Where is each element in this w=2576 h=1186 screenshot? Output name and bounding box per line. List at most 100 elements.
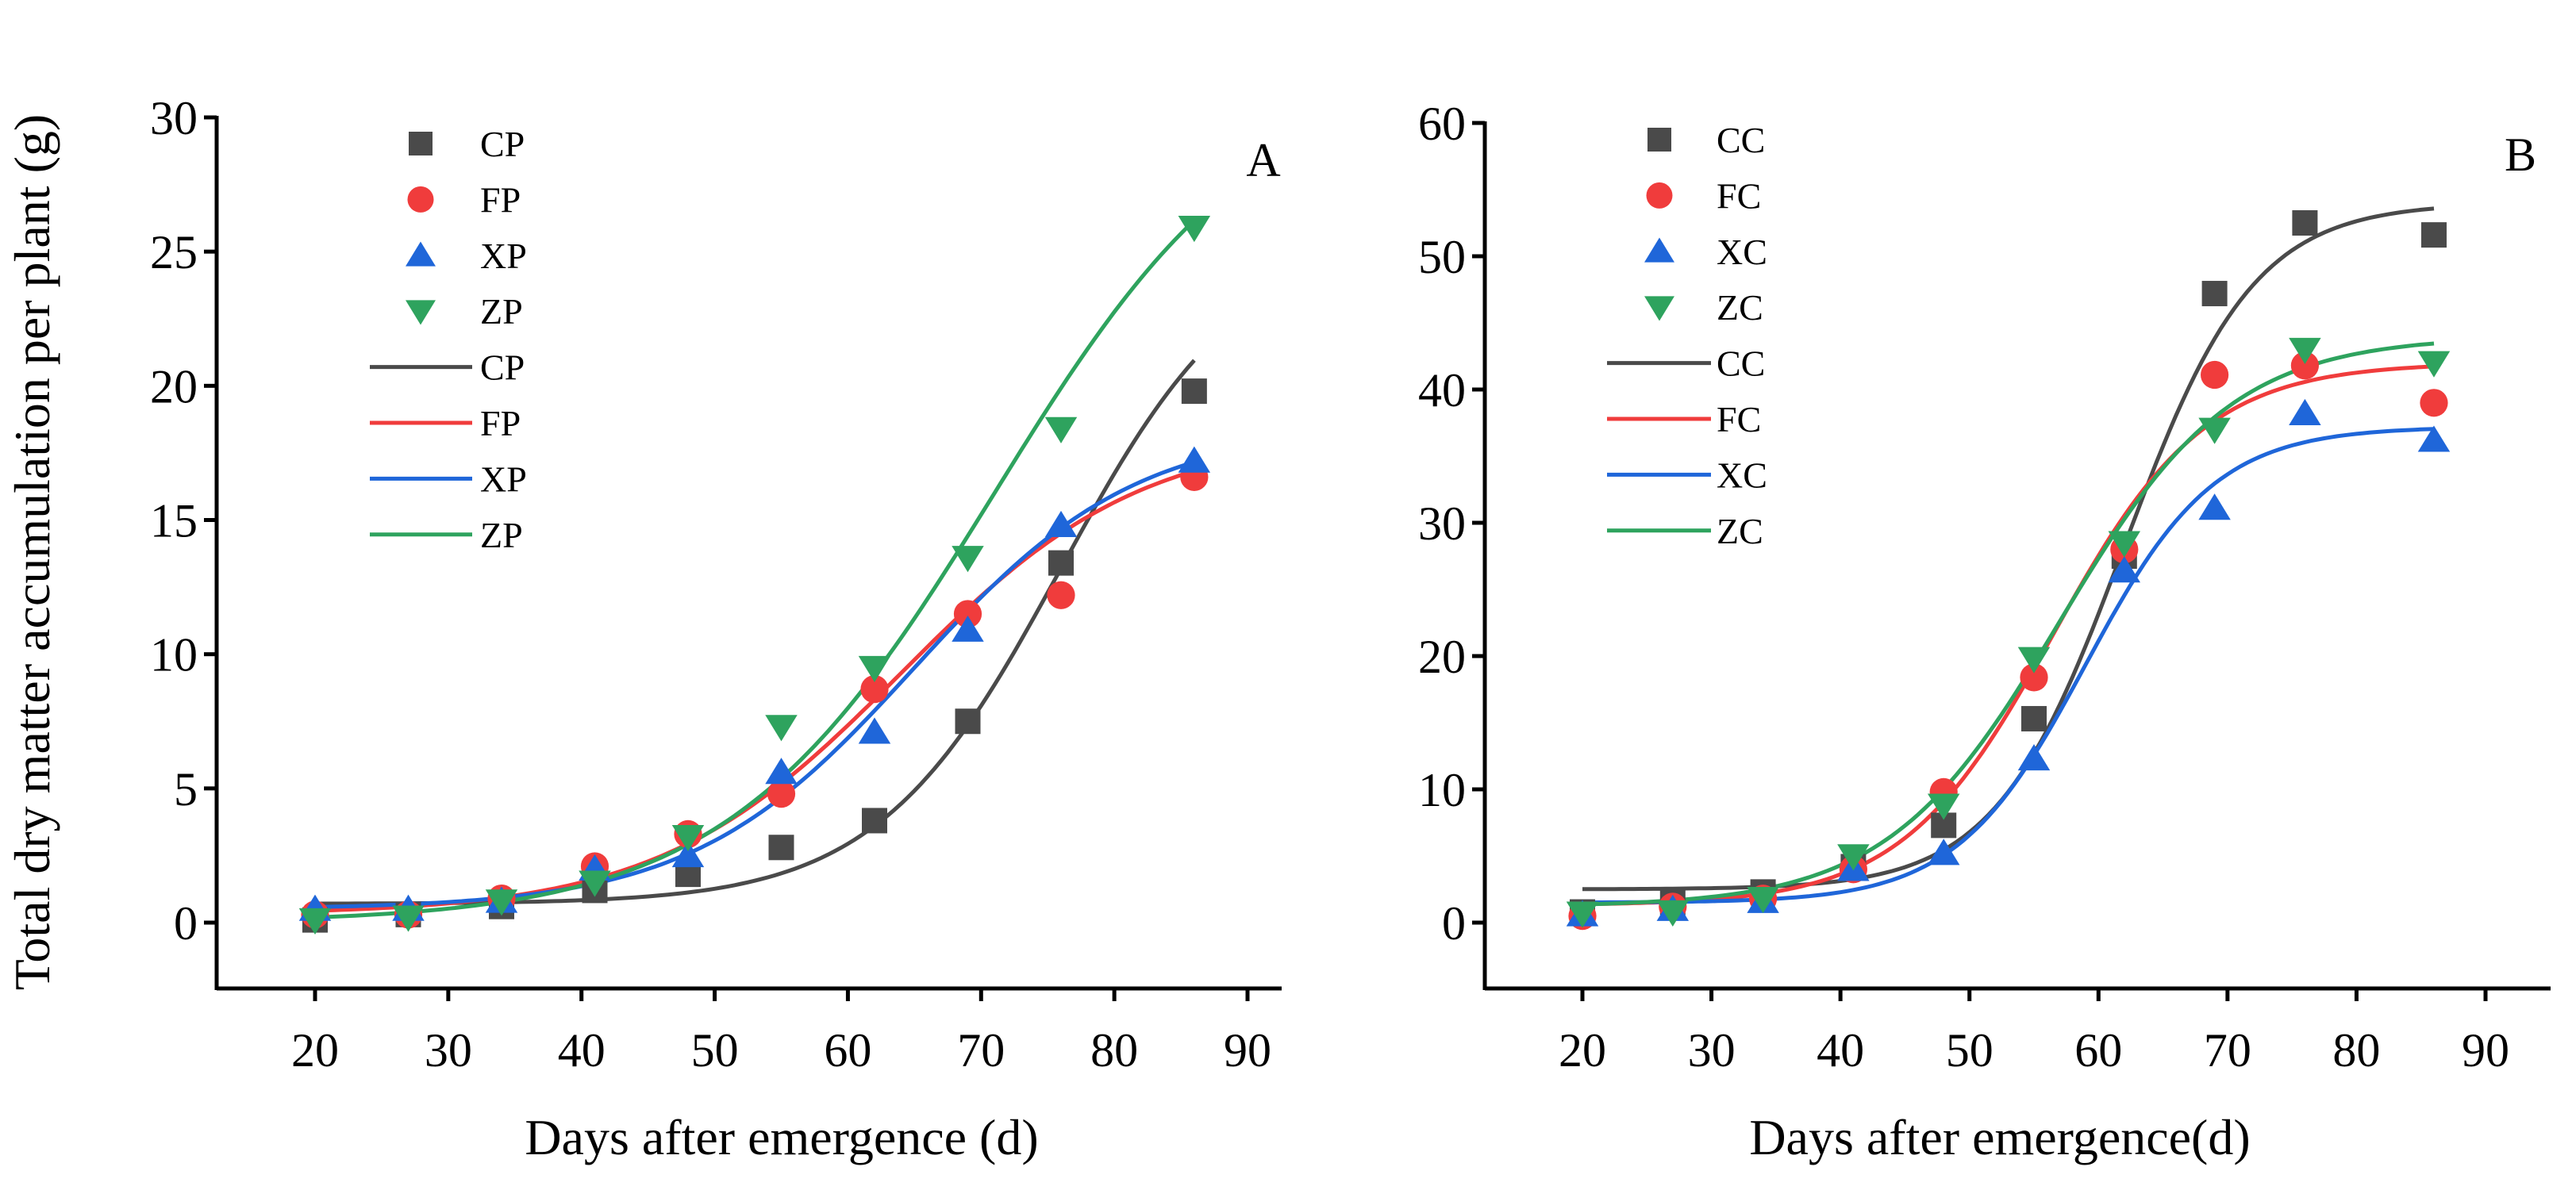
x-tick-label: 80 bbox=[1090, 1024, 1138, 1077]
legend-label: FP bbox=[480, 179, 521, 220]
legend-label: FC bbox=[1717, 399, 1761, 439]
legend-marker-cc bbox=[1647, 128, 1671, 152]
x-tick-label: 50 bbox=[691, 1024, 739, 1077]
x-tick-label: 60 bbox=[824, 1024, 871, 1077]
panel-b: Days after emergence(d) B 20 30 40 50 60 70 80… bbox=[1418, 98, 2551, 1165]
data-point-xc bbox=[2198, 493, 2231, 520]
legend-marker-zc bbox=[1644, 296, 1674, 321]
data-point-xp bbox=[671, 841, 705, 868]
y-tick-label: 10 bbox=[150, 629, 198, 681]
data-point-zp bbox=[858, 655, 891, 682]
panel-label: B bbox=[2505, 129, 2536, 181]
x-tick-label: 90 bbox=[2462, 1024, 2509, 1077]
y-tick-label: 15 bbox=[150, 495, 198, 547]
data-point-fp bbox=[767, 780, 796, 808]
data-point-xp bbox=[1178, 446, 1211, 473]
legend-marker-xp bbox=[406, 241, 436, 267]
data-point-fc bbox=[2290, 351, 2319, 380]
data-point-zc bbox=[1747, 887, 1779, 914]
data-point-fc bbox=[2420, 389, 2448, 417]
data-point-zp bbox=[1044, 416, 1078, 443]
fit-curve-fc bbox=[1582, 364, 2435, 907]
legend-marker-cp bbox=[409, 132, 433, 155]
data-point-cp bbox=[862, 808, 887, 834]
data-point-cp bbox=[1181, 378, 1207, 405]
data-point-xc bbox=[2017, 743, 2051, 771]
legend-label: XP bbox=[480, 236, 527, 276]
data-point-zp bbox=[952, 546, 984, 573]
legend-label: CP bbox=[480, 347, 525, 388]
x-axis-title: Days after emergence(d) bbox=[1749, 1109, 2250, 1165]
data-point-zc bbox=[1927, 793, 1960, 820]
legend-label: XP bbox=[480, 459, 527, 499]
data-point-xc bbox=[2108, 556, 2141, 583]
data-point-zp bbox=[392, 905, 425, 932]
data-point-zc bbox=[2017, 647, 2051, 674]
y-tick-label: 10 bbox=[1418, 764, 1466, 816]
y-tick-label: 20 bbox=[150, 360, 198, 413]
legend-marker-fc bbox=[1646, 182, 1673, 209]
data-point-xp bbox=[858, 717, 891, 744]
x-tick-label: 40 bbox=[1817, 1024, 1864, 1077]
y-axis-title: Total dry matter accumulation per plant … bbox=[4, 114, 60, 990]
legend-label: ZP bbox=[480, 515, 523, 555]
data-point-fc bbox=[2201, 360, 2229, 390]
x-tick-label: 40 bbox=[558, 1024, 606, 1077]
data-point-xc bbox=[2417, 425, 2451, 452]
data-point-zp bbox=[671, 825, 705, 852]
data-point-xp bbox=[952, 615, 984, 642]
x-tick-label: 20 bbox=[291, 1024, 339, 1077]
data-point-fp bbox=[1047, 581, 1075, 609]
x-tick-label: 70 bbox=[957, 1024, 1005, 1077]
panel-a: Total dry matter accumulation per plant … bbox=[4, 92, 1282, 1165]
y-tick-label: 30 bbox=[150, 92, 198, 144]
x-tick-label: 80 bbox=[2332, 1024, 2380, 1077]
legend-marker-xc bbox=[1644, 237, 1674, 263]
legend-label: FP bbox=[480, 403, 521, 443]
y-tick-label: 60 bbox=[1418, 98, 1466, 150]
fit-curve-zp bbox=[314, 219, 1196, 919]
legend-label: XC bbox=[1717, 455, 1767, 495]
y-tick-label: 30 bbox=[1418, 497, 1466, 550]
data-point-fc bbox=[2020, 663, 2048, 692]
fit-curve-zc bbox=[1582, 341, 2435, 907]
x-tick-label: 60 bbox=[2074, 1024, 2122, 1077]
data-point-cc bbox=[2420, 222, 2447, 248]
x-tick-label: 70 bbox=[2204, 1024, 2251, 1077]
data-point-zc bbox=[1566, 901, 1599, 928]
legend-label: ZC bbox=[1717, 511, 1763, 551]
data-point-zc bbox=[1837, 844, 1870, 871]
data-point-zp bbox=[579, 870, 611, 897]
legend-label: CC bbox=[1717, 120, 1765, 160]
legend-label: CC bbox=[1717, 344, 1765, 384]
data-point-fp bbox=[860, 675, 889, 704]
x-axis-title: Days after emergence (d) bbox=[525, 1109, 1038, 1165]
data-point-cc bbox=[2292, 210, 2318, 236]
legend-label: ZP bbox=[480, 291, 523, 332]
data-point-cc bbox=[2201, 281, 2228, 307]
x-tick-label: 20 bbox=[1559, 1024, 1606, 1077]
data-point-zp bbox=[765, 715, 798, 742]
data-point-zc bbox=[2289, 337, 2321, 364]
x-tick-label: 50 bbox=[1946, 1024, 1994, 1077]
legend-marker-fp bbox=[407, 186, 434, 213]
panel-label: A bbox=[1246, 134, 1280, 186]
y-tick-label: 0 bbox=[1442, 897, 1466, 950]
legend-marker-zp bbox=[406, 300, 436, 325]
y-tick-label: 25 bbox=[150, 226, 198, 278]
fit-curve-cp bbox=[314, 359, 1196, 906]
data-point-xc bbox=[1927, 839, 1960, 866]
legend-label: XC bbox=[1717, 232, 1767, 272]
y-tick-label: 0 bbox=[174, 897, 198, 950]
data-point-zp bbox=[1178, 215, 1211, 243]
data-point-zc bbox=[2108, 531, 2141, 558]
y-tick-label: 20 bbox=[1418, 631, 1466, 683]
data-point-cp bbox=[1048, 550, 1074, 576]
x-tick-label: 90 bbox=[1224, 1024, 1271, 1077]
legend-label: FC bbox=[1717, 175, 1761, 216]
legend-label: ZC bbox=[1717, 287, 1763, 328]
data-point-zc bbox=[1656, 900, 1690, 927]
x-tick-label: 30 bbox=[425, 1024, 472, 1077]
data-point-zc bbox=[2198, 417, 2231, 444]
y-tick-label: 50 bbox=[1418, 231, 1466, 283]
